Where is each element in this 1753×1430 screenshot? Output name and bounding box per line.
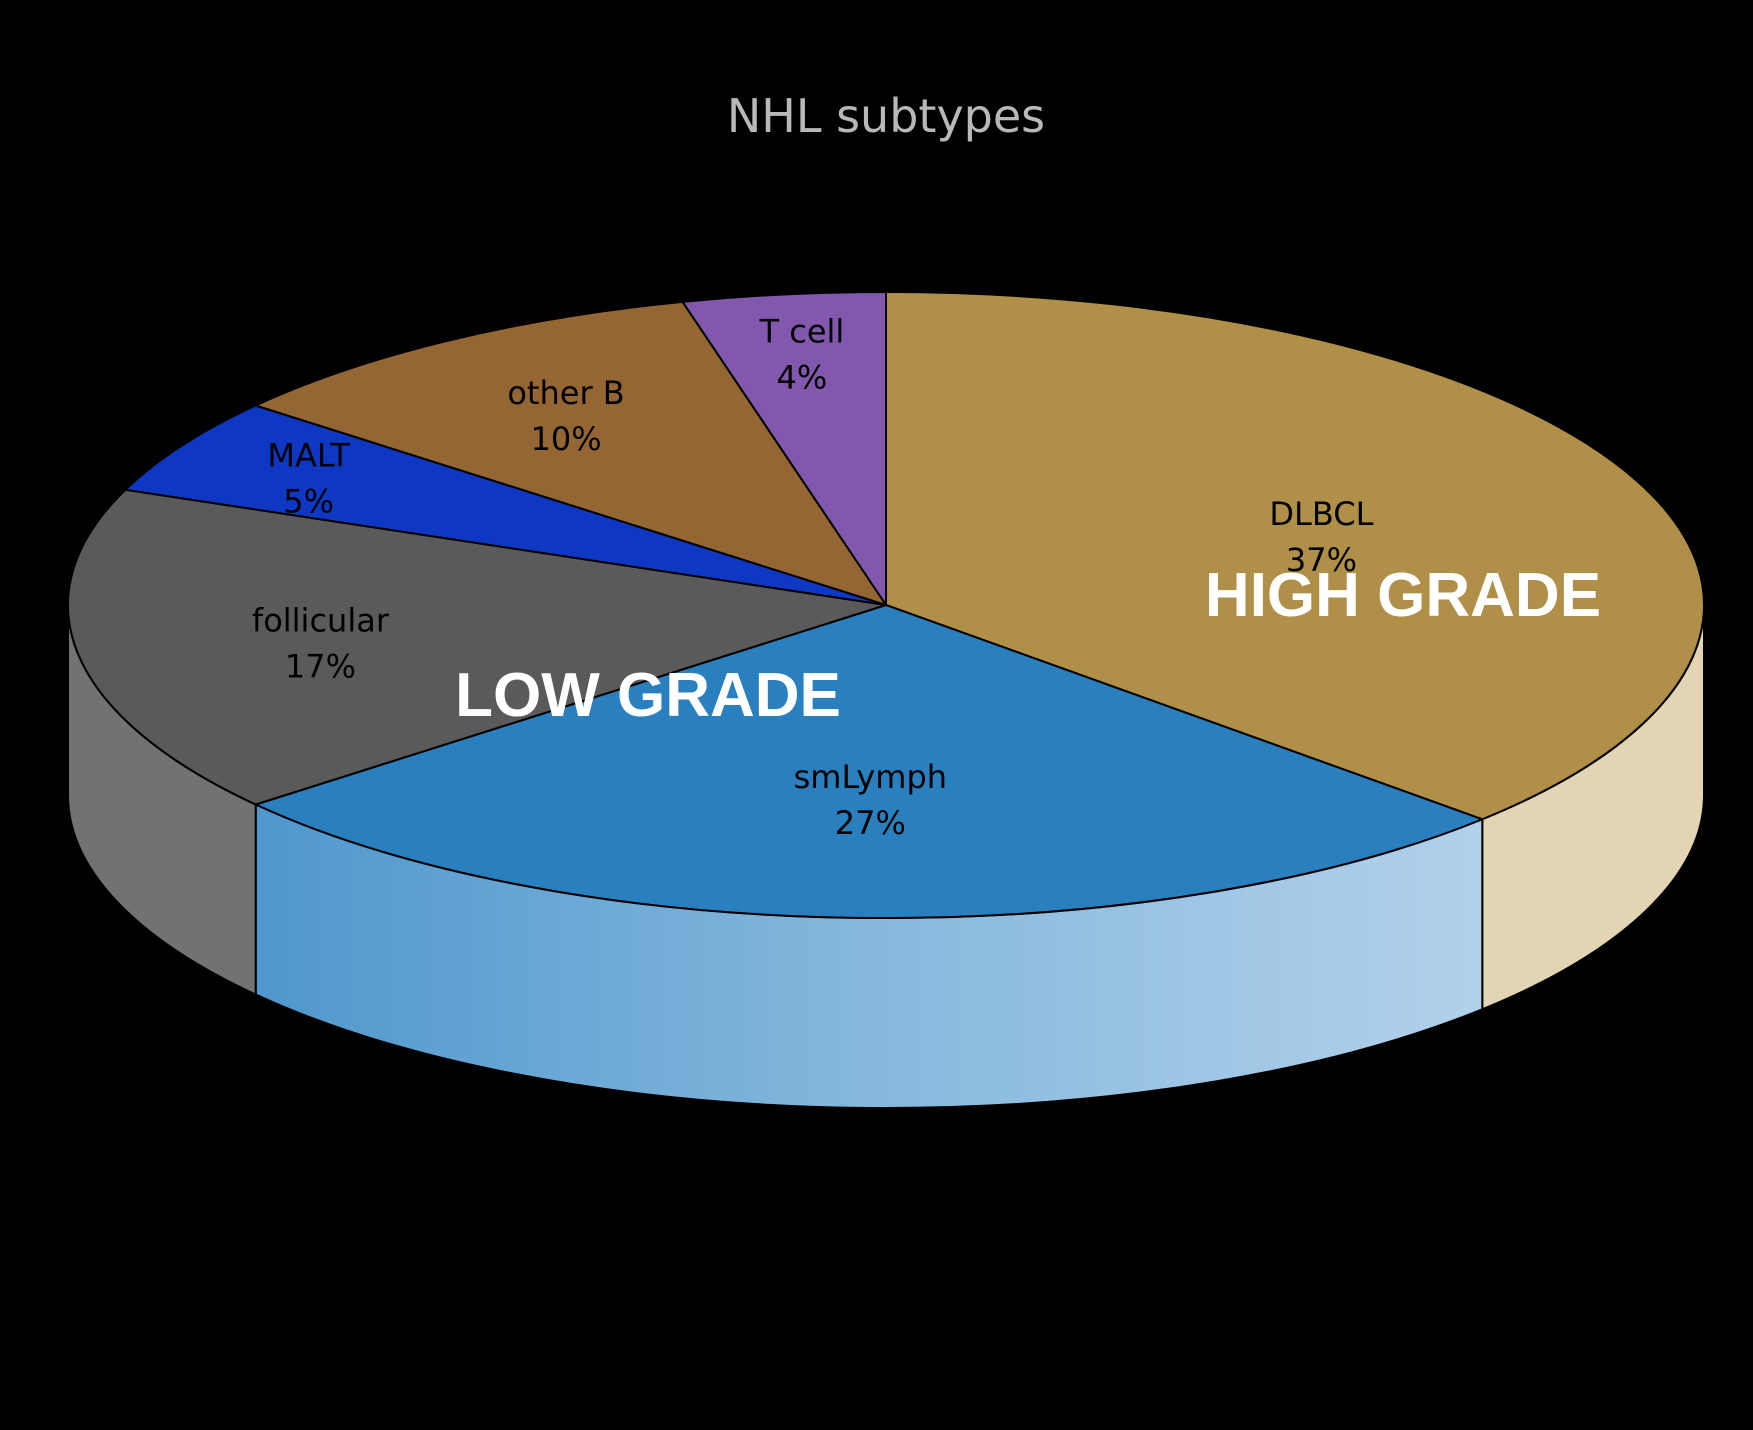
pie-slice-malt xyxy=(124,404,887,606)
annotation-high-grade: HIGH GRADE xyxy=(1205,561,1601,630)
slice-value-label-follicular: 17% xyxy=(285,647,356,685)
slice-name-label-malt: MALT xyxy=(267,436,350,474)
slice-value-label-dlbcl: 37% xyxy=(1286,541,1357,579)
slice-value-label-other-b: 10% xyxy=(530,420,601,458)
pie-sides xyxy=(67,604,1705,1109)
pie-slice-dlbcl xyxy=(885,291,1705,821)
slice-value-label-t-cell: 4% xyxy=(777,358,828,396)
pie-slice-follicular xyxy=(67,488,887,806)
slice-name-label-t-cell: T cell xyxy=(759,312,845,350)
slice-name-label-smlymph: smLymph xyxy=(794,758,947,796)
annotation-low-grade: LOW GRADE xyxy=(455,661,841,730)
pie-slice-other-b xyxy=(254,300,887,606)
pie-slice-t-cell xyxy=(681,291,887,606)
slice-name-label-other-b: other B xyxy=(507,374,624,412)
pie-slice-smlymph xyxy=(254,604,1484,919)
slice-name-label-dlbcl: DLBCL xyxy=(1269,495,1373,533)
slice-name-label-follicular: follicular xyxy=(252,601,390,639)
slice-value-label-smlymph: 27% xyxy=(835,804,906,842)
pie-tops xyxy=(67,291,1705,919)
chart-title: NHL subtypes xyxy=(727,89,1045,143)
pie-labels: DLBCL 37% smLymph 27% follicular 17% MALT 5% oth… xyxy=(252,312,1374,841)
slice-value-label-malt: 5% xyxy=(283,482,334,520)
